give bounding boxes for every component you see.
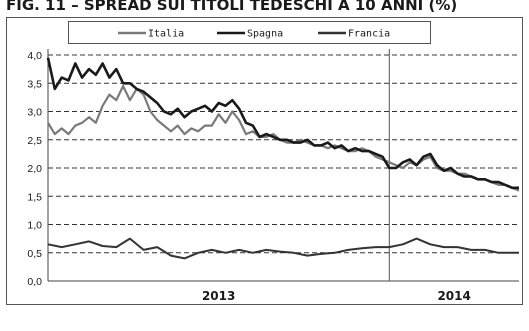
legend-label: Spagna <box>247 29 283 40</box>
legend-label: Italia <box>148 29 184 40</box>
y-tick-label: 4,0 <box>27 50 42 62</box>
x-category-label: 2013 <box>202 289 235 303</box>
y-tick-label: 2,0 <box>27 163 42 175</box>
chart-title: FIG. 11 – SPREAD SUI TITOLI TEDESCHI A 1… <box>6 0 458 14</box>
series-line-francia <box>47 237 519 260</box>
y-tick-label: 1,0 <box>27 220 42 232</box>
x-category-label: 2014 <box>437 289 470 303</box>
legend-label: Francia <box>348 29 390 40</box>
y-tick-label: 0,5 <box>27 248 42 260</box>
y-tick-label: 2,5 <box>27 135 42 147</box>
y-tick-label: 3,5 <box>27 78 42 90</box>
series-line-spagna <box>46 57 519 190</box>
chart-frame <box>6 17 523 305</box>
y-tick-label: 1,5 <box>27 191 42 203</box>
legend <box>68 21 431 44</box>
y-tick-label: 3,0 <box>27 107 42 119</box>
y-tick-label: 0,0 <box>27 276 42 288</box>
